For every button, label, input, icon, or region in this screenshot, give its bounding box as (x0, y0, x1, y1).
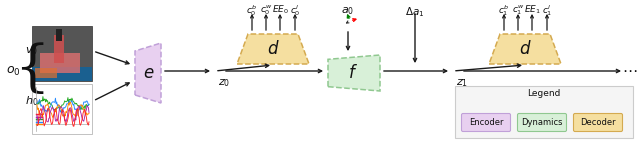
Bar (32, 84, 92, 134)
Text: $h_0$: $h_0$ (25, 94, 38, 108)
Text: $\cdots$: $\cdots$ (622, 62, 637, 78)
Text: $c_0^l$: $c_0^l$ (290, 3, 300, 18)
Bar (455, 86, 633, 138)
Text: $e$: $e$ (143, 65, 155, 81)
Text: $c_1^b$: $c_1^b$ (499, 3, 509, 18)
Polygon shape (237, 34, 309, 64)
Text: $f$: $f$ (348, 64, 358, 82)
Polygon shape (328, 55, 380, 91)
Text: Dynamics: Dynamics (521, 118, 563, 127)
Text: $EE_0$: $EE_0$ (271, 3, 289, 15)
Text: $d$: $d$ (518, 40, 531, 58)
Text: $o_0$: $o_0$ (6, 64, 20, 78)
FancyBboxPatch shape (518, 113, 566, 132)
FancyBboxPatch shape (461, 113, 511, 132)
Text: $z_0$: $z_0$ (218, 77, 230, 89)
Text: $z_1$: $z_1$ (456, 77, 468, 89)
Text: Encoder: Encoder (468, 118, 503, 127)
Text: Legend: Legend (527, 88, 561, 98)
Bar (56, 29, 62, 41)
Bar (54, 35, 64, 63)
Bar (40, 53, 80, 73)
Bar (32, 67, 92, 81)
Text: {: { (14, 43, 49, 97)
Polygon shape (135, 43, 161, 103)
Polygon shape (489, 34, 561, 64)
Text: $c_0^w$: $c_0^w$ (260, 3, 272, 16)
Text: $a_0$: $a_0$ (341, 5, 355, 17)
Text: $c_1^l$: $c_1^l$ (542, 3, 552, 18)
Text: $\Delta a_1$: $\Delta a_1$ (405, 5, 425, 19)
Text: $c_0^b$: $c_0^b$ (246, 3, 257, 18)
Text: $EE_1$: $EE_1$ (524, 3, 540, 15)
Text: $d$: $d$ (267, 40, 279, 58)
Text: $v_0$: $v_0$ (25, 45, 38, 57)
Bar (32, 26, 92, 81)
Text: $c_1^w$: $c_1^w$ (512, 3, 524, 16)
Bar (35, 68, 57, 78)
Text: Decoder: Decoder (580, 118, 616, 127)
FancyBboxPatch shape (573, 113, 623, 132)
